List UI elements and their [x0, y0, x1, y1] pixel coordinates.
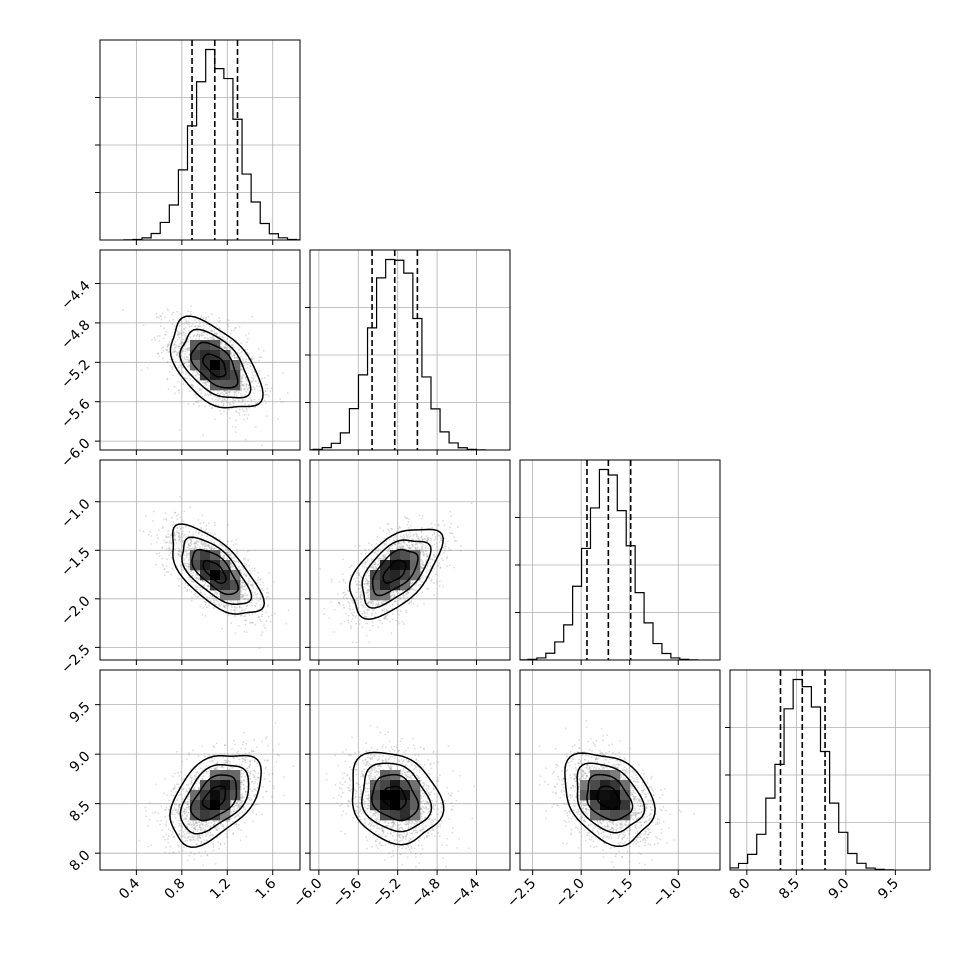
panel-frame	[99, 669, 301, 871]
y-tick-label-2-2: −1.5	[58, 545, 93, 580]
y-tick-label-2-1: −2.0	[58, 593, 93, 628]
panel-frame	[99, 249, 301, 451]
contour-line-2	[179, 763, 250, 835]
scatter-panel-1-2	[305, 459, 511, 665]
x-tick-label-0-3: 1.6	[252, 875, 279, 902]
contour-line-2	[181, 536, 253, 605]
x-tick-label-1-1: −5.6	[330, 875, 365, 910]
histogram-panel-3	[725, 669, 931, 875]
scatter-panel-0-3	[95, 669, 301, 875]
panel-frame	[309, 249, 511, 451]
panel-frame	[309, 669, 511, 871]
contour-line-3	[564, 752, 656, 848]
contour-line-0	[201, 785, 227, 810]
contour-line-2	[179, 328, 252, 399]
contour-line-0	[596, 785, 621, 810]
y-tick-label-3-2: 9.0	[67, 749, 94, 776]
contour-line-3	[169, 754, 262, 848]
contour-line-0	[382, 785, 407, 811]
y-tick-label-3-0: 8.0	[67, 848, 94, 875]
y-tick-label-2-0: −2.5	[58, 642, 93, 677]
histogram-panel-1	[305, 249, 511, 455]
x-tick-label-3-3: 9.5	[875, 876, 902, 903]
contour-line-0	[202, 559, 227, 585]
contour-line-1	[189, 774, 238, 822]
x-tick-label-3-0: 8.0	[727, 876, 754, 903]
y-tick-label-3-3: 9.5	[67, 699, 94, 726]
y-tick-label-1-3: −4.8	[58, 317, 93, 352]
x-tick-label-1-2: −5.2	[369, 876, 404, 911]
x-tick-label-0-1: 0.8	[162, 876, 189, 903]
x-tick-label-2-2: −1.5	[601, 876, 636, 911]
contour-line-3	[351, 751, 445, 846]
contour-line-2	[576, 762, 646, 834]
density-grid	[190, 770, 241, 821]
contour-line-2	[361, 762, 433, 833]
x-tick-label-0-2: 1.2	[207, 876, 234, 903]
histogram-panel-0	[95, 39, 301, 245]
x-tick-label-1-3: −4.8	[409, 876, 444, 911]
panel-frame	[729, 669, 931, 871]
x-tick-label-2-3: −1.0	[650, 876, 685, 911]
y-tick-label-2-3: −1.0	[58, 496, 93, 531]
x-tick-label-0-0: 0.4	[116, 875, 143, 902]
contour-line-1	[586, 773, 634, 822]
x-tick-label-2-1: −2.0	[553, 876, 588, 911]
x-tick-label-3-2: 9.0	[826, 876, 853, 903]
panel-frame	[519, 669, 721, 871]
panel-frame	[99, 39, 301, 241]
contour-line-1	[191, 548, 240, 596]
y-tick-label-1-1: −5.6	[58, 396, 93, 431]
scatter-panel-0-1	[95, 249, 301, 455]
panel-frame	[309, 459, 511, 661]
contour-line-3	[348, 528, 444, 620]
y-tick-label-3-1: 8.5	[67, 798, 94, 825]
contour-line-1	[371, 548, 419, 597]
y-tick-label-1-2: −5.2	[58, 357, 93, 392]
contour-line-3	[169, 315, 264, 409]
x-tick-label-2-0: −2.5	[504, 876, 539, 911]
contour-line-2	[361, 539, 432, 609]
contour-line-0	[382, 559, 407, 584]
contour-line-1	[189, 341, 239, 389]
x-tick-label-1-0: −6.0	[290, 876, 325, 911]
y-tick-label-1-4: −4.4	[58, 278, 93, 313]
histogram-panel-2	[515, 459, 721, 665]
contour-line-0	[201, 353, 227, 378]
contour-line-1	[371, 773, 420, 822]
y-tick-label-1-0: −6.0	[58, 435, 93, 470]
x-tick-label-3-1: 8.5	[776, 876, 803, 903]
scatter-panel-1-3	[305, 669, 511, 875]
panel-frame	[99, 459, 301, 661]
panel-frame	[519, 459, 721, 661]
scatter-panel-2-3	[515, 669, 721, 875]
contour-line-3	[171, 523, 266, 615]
density-grid	[190, 550, 241, 601]
x-tick-label-1-4: −4.4	[448, 875, 483, 910]
scatter-panel-0-2	[95, 459, 301, 665]
